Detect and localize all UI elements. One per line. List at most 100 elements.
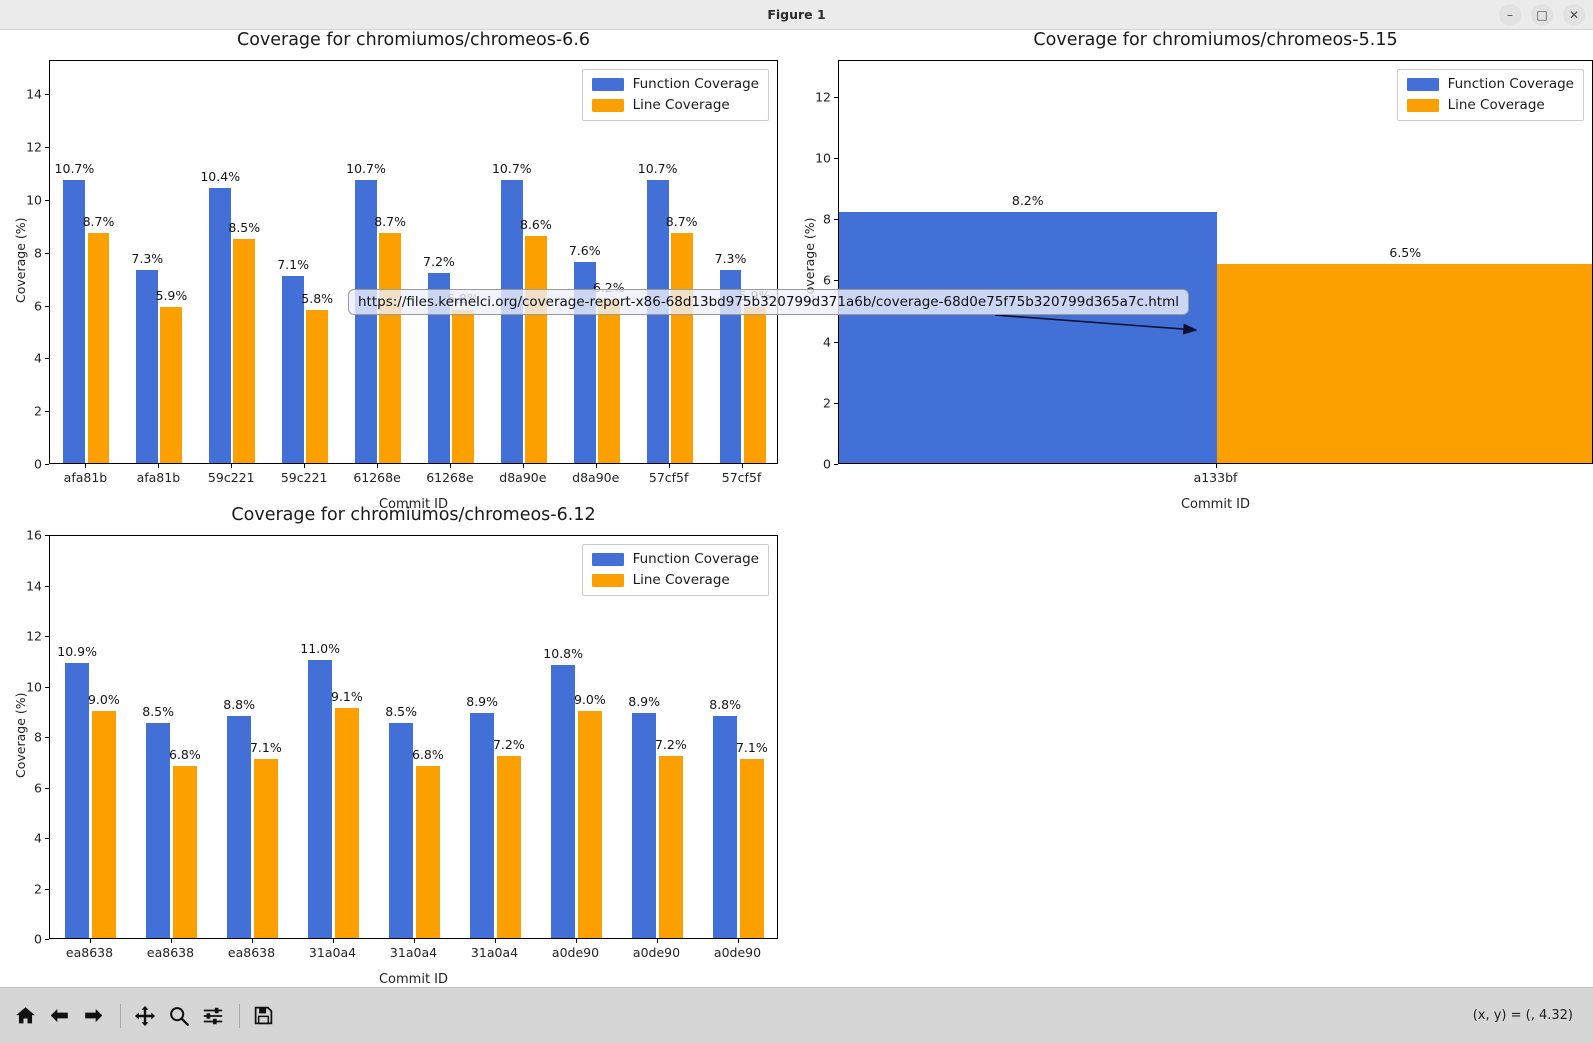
bar-function-coverage[interactable] bbox=[226, 715, 252, 938]
legend-item[interactable]: Line Coverage bbox=[591, 572, 759, 588]
bar-line-coverage[interactable] bbox=[496, 756, 521, 938]
x-tick-label: ea8638 bbox=[65, 945, 114, 960]
back-arrow-button[interactable] bbox=[44, 1000, 75, 1031]
window-titlebar: Figure 1 – □ ✕ bbox=[0, 0, 1593, 30]
bar-line-coverage[interactable] bbox=[670, 233, 693, 463]
y-tick-mark bbox=[45, 305, 49, 307]
y-tick-label: 2 bbox=[34, 403, 42, 419]
bar-line-coverage[interactable] bbox=[577, 710, 602, 938]
y-axis-label-6-6: Coverage (%) bbox=[13, 217, 28, 304]
bar-function-coverage[interactable] bbox=[388, 723, 414, 938]
legend-item[interactable]: Function Coverage bbox=[1406, 76, 1574, 92]
bar-function-coverage[interactable] bbox=[631, 713, 657, 938]
y-tick-label: 0 bbox=[823, 456, 831, 472]
legend-item[interactable]: Line Coverage bbox=[591, 97, 759, 113]
bar-line-coverage[interactable] bbox=[253, 758, 278, 938]
bar-function-coverage[interactable] bbox=[839, 212, 1217, 463]
y-tick-label: 2 bbox=[34, 881, 42, 896]
bar-value-label: 8.5% bbox=[228, 219, 261, 235]
bar-function-coverage[interactable] bbox=[646, 180, 669, 463]
bar-function-coverage[interactable] bbox=[64, 662, 90, 938]
bar-value-label: 6.8% bbox=[411, 747, 444, 763]
bar-line-coverage[interactable] bbox=[379, 233, 401, 463]
y-tick-label: 14 bbox=[26, 86, 42, 102]
axes-chromeos-6-6[interactable]: Coverage for chromiumos/chromeos-6.6 Cov… bbox=[13, 30, 778, 512]
y-tick-label: 0 bbox=[34, 931, 42, 947]
bar-function-coverage[interactable] bbox=[209, 188, 232, 463]
plot-area-6-12[interactable]: 10.9% 9.0% 8.5% 6.8% 8.8% 7.1% 11.0% 9.1% 8.5% 6.… bbox=[49, 535, 778, 939]
bar-line-coverage[interactable] bbox=[91, 710, 116, 938]
legend-item[interactable]: Function Coverage bbox=[591, 551, 759, 567]
bar-line-coverage[interactable] bbox=[524, 235, 547, 463]
bar-line-coverage[interactable] bbox=[415, 766, 440, 938]
bar-function-coverage[interactable] bbox=[719, 270, 742, 463]
close-button[interactable]: ✕ bbox=[1563, 4, 1585, 26]
bar-function-coverage[interactable] bbox=[355, 180, 377, 463]
chart-legend[interactable]: Function Coverage Line Coverage bbox=[1396, 69, 1584, 121]
bar-line-coverage[interactable] bbox=[334, 708, 359, 938]
legend-item[interactable]: Function Coverage bbox=[591, 76, 759, 92]
zoom-button[interactable] bbox=[163, 1000, 194, 1031]
floppy-disk-icon bbox=[254, 1006, 273, 1025]
bar-line-coverage[interactable] bbox=[160, 307, 183, 463]
pan-button[interactable] bbox=[129, 1000, 160, 1031]
bar-line-coverage[interactable] bbox=[306, 309, 329, 463]
toolbar-separator-2 bbox=[239, 1003, 240, 1028]
bar-line-coverage[interactable] bbox=[743, 307, 766, 463]
minimize-button[interactable]: – bbox=[1499, 4, 1521, 26]
plot-area-6-6[interactable]: 10.7% 8.7% 7.3% 5.9% 10.4% 8.5% 7.1% 5.8% 10.7% 8… bbox=[49, 60, 778, 464]
x-tick-label: 57cf5f bbox=[648, 470, 689, 485]
y-tick-label: 12 bbox=[26, 139, 42, 155]
bar-function-coverage[interactable] bbox=[712, 715, 738, 938]
configure-subplots-button[interactable] bbox=[197, 1000, 228, 1031]
maximize-button[interactable]: □ bbox=[1531, 4, 1553, 26]
x-tick-mark bbox=[170, 939, 172, 943]
bar-function-coverage[interactable] bbox=[282, 275, 305, 463]
bar-line-coverage[interactable] bbox=[87, 233, 110, 463]
bar-function-coverage[interactable] bbox=[550, 665, 576, 938]
legend-item[interactable]: Line Coverage bbox=[1406, 97, 1574, 113]
x-tick-label: afa81b bbox=[63, 470, 108, 485]
x-tick-label: 61268e bbox=[426, 470, 474, 485]
bar-function-coverage[interactable] bbox=[500, 180, 523, 463]
y-tick-label: 10 bbox=[26, 679, 42, 694]
cursor-coordinates: (x, y) = (, 4.32) bbox=[1472, 1008, 1573, 1023]
bar-value-label: 8.7% bbox=[82, 214, 115, 230]
bar-function-coverage[interactable] bbox=[427, 272, 450, 463]
bar-value-label: 8.9% bbox=[628, 694, 661, 710]
sliders-icon bbox=[203, 1007, 222, 1024]
figure-canvas[interactable]: Coverage for chromiumos/chromeos-6.6 Cov… bbox=[0, 30, 1593, 987]
x-tick-mark bbox=[158, 464, 160, 468]
bar-line-coverage[interactable] bbox=[1216, 264, 1592, 463]
save-button[interactable] bbox=[248, 1000, 279, 1031]
legend-swatch-line bbox=[591, 98, 624, 112]
x-tick-mark bbox=[449, 464, 451, 468]
bar-line-coverage[interactable] bbox=[658, 756, 683, 938]
bar-line-coverage[interactable] bbox=[172, 766, 197, 938]
x-tick-label: 61268e bbox=[353, 470, 401, 485]
chart-legend[interactable]: Function Coverage Line Coverage bbox=[581, 544, 769, 596]
x-tick-mark bbox=[741, 464, 743, 468]
bar-function-coverage[interactable] bbox=[136, 270, 159, 463]
bar-line-coverage[interactable] bbox=[233, 238, 256, 463]
plot-area-5-15[interactable]: 8.2% 6.5% Function Coverage Line Coverage bbox=[838, 60, 1593, 464]
bar-value-label: 7.2% bbox=[654, 737, 687, 753]
bar-function-coverage[interactable] bbox=[307, 660, 333, 938]
home-button[interactable] bbox=[10, 1000, 41, 1031]
bar-line-coverage[interactable] bbox=[452, 309, 474, 463]
bar-function-coverage[interactable] bbox=[469, 713, 495, 938]
chart-legend[interactable]: Function Coverage Line Coverage bbox=[581, 69, 769, 121]
bar-value-label: 8.7% bbox=[374, 214, 406, 230]
bar-function-coverage[interactable] bbox=[145, 723, 171, 938]
y-tick-mark bbox=[45, 636, 49, 637]
forward-arrow-button[interactable] bbox=[78, 1000, 109, 1031]
x-tick-label: 59c221 bbox=[280, 470, 328, 485]
bar-line-coverage[interactable] bbox=[597, 299, 620, 463]
axes-chromeos-5-15[interactable]: Coverage for chromiumos/chromeos-5.15 Co… bbox=[802, 30, 1593, 512]
matplotlib-navigation-toolbar[interactable]: (x, y) = (, 4.32) bbox=[0, 987, 1593, 1043]
axes-chromeos-6-12[interactable]: Coverage for chromiumos/chromeos-6.12 Co… bbox=[13, 505, 778, 987]
bar-value-label: 8.5% bbox=[142, 704, 175, 720]
y-tick-mark bbox=[834, 402, 838, 404]
bar-line-coverage[interactable] bbox=[739, 758, 764, 938]
bar-function-coverage[interactable] bbox=[63, 180, 86, 463]
